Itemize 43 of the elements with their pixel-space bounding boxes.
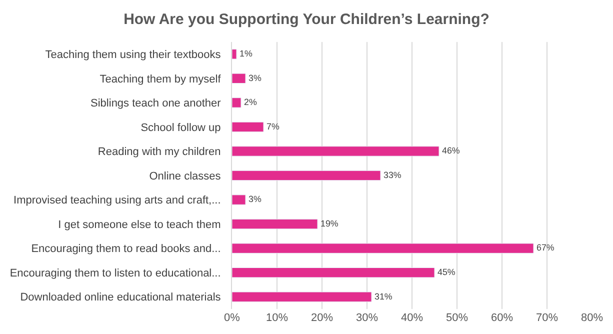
x-tick-label: 0% [224,312,240,324]
x-tick-label: 10% [266,312,288,324]
y-tick-label: Encouraging them to listen to educational... [10,267,221,280]
x-tick-label: 50% [446,312,468,324]
x-tick-label: 60% [490,312,514,324]
bar [232,267,435,278]
x-tick-label: 70% [536,312,558,324]
data-label: 31% [374,291,392,302]
bar [232,146,440,156]
bar [232,243,534,254]
x-tick-label: 40% [400,312,424,324]
data-label: 45% [438,267,456,278]
data-label: 19% [320,218,338,228]
bar [232,73,246,84]
bar [232,98,242,108]
x-tick-label: 80% [580,312,604,324]
y-tick-label: Downloaded online educational materials [20,292,222,304]
data-label: 2% [244,97,257,108]
chart-title: How Are you Supporting Your Children’s Learning? [124,10,490,28]
data-label: 7% [266,121,280,132]
data-label: 46% [442,146,460,156]
bar [232,49,237,60]
data-label: 67% [536,242,554,253]
x-tick-label: 30% [356,312,378,324]
y-tick-label: Teaching them by myself [100,73,222,86]
data-label: 3% [248,72,262,83]
y-tick-label: Reading with my children [98,146,221,158]
data-label: 1% [240,48,252,59]
y-tick-label: Improvised teaching using arts and craft,... [14,194,221,207]
bar [232,170,381,181]
bar [232,292,372,302]
y-tick-label: Siblings teach one another [90,98,222,110]
y-tick-label: Teaching them using their textbooks [45,48,222,61]
y-tick-label: Online classes [149,170,222,182]
data-label: 3% [248,194,262,204]
y-tick-label: I get someone else to teach them [58,218,221,231]
bar [232,194,246,205]
y-tick-label: School follow up [140,122,221,134]
x-tick-label: 20% [310,312,334,324]
y-tick-label: Encouraging them to read books and... [31,243,221,256]
bar [232,122,264,132]
data-label: 33% [384,170,402,180]
bar [232,218,318,230]
